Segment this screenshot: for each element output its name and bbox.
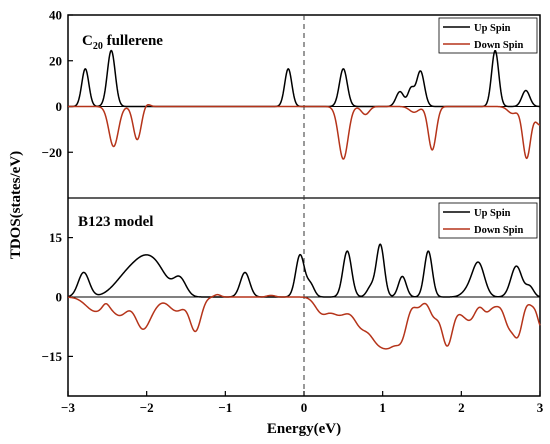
x-axis: −3 −2 −1 0 1 2 3 xyxy=(61,391,544,415)
panel-c20-fullerene: C20 fullerene Up Spin Down Spin −20 0 20 40 xyxy=(42,8,541,160)
y-tick-label: −20 xyxy=(42,145,62,160)
y-tick-label: 0 xyxy=(56,99,63,114)
x-tick-label: 2 xyxy=(458,400,465,415)
legend-label-down: Down Spin xyxy=(474,40,523,51)
x-axis-title: Energy(eV) xyxy=(267,421,341,437)
legend-box xyxy=(438,17,538,54)
legend-label-down: Down Spin xyxy=(474,225,523,236)
y-tick-label: 20 xyxy=(49,53,62,68)
legend-label-up: Up Spin xyxy=(474,208,511,219)
y-tick-label: 40 xyxy=(49,8,62,23)
y-tick-label: 0 xyxy=(56,290,63,305)
legend-box xyxy=(438,202,538,239)
x-tick-label: 0 xyxy=(301,400,308,415)
series-line-down-spin xyxy=(67,103,541,160)
panel-title-b123: B123 model xyxy=(78,214,153,230)
series-line-down-spin xyxy=(67,293,541,350)
legend-top: Up Spin Down Spin xyxy=(438,17,538,54)
y-tick-label: −15 xyxy=(42,349,63,364)
x-tick-label: −3 xyxy=(61,400,75,415)
x-tick-label: −1 xyxy=(218,400,232,415)
y-axis-title: TDOS(states/eV) xyxy=(8,151,24,259)
panel-title-c20: C20 fullerene xyxy=(82,33,163,52)
series-line-up-spin xyxy=(67,243,541,298)
x-tick-label: −2 xyxy=(140,400,154,415)
x-tick-label: 3 xyxy=(537,400,544,415)
x-tick-label: 1 xyxy=(379,400,386,415)
legend-label-up: Up Spin xyxy=(474,23,511,34)
y-tick-label: 15 xyxy=(49,230,63,245)
legend-bottom: Up Spin Down Spin xyxy=(438,202,538,239)
panel-b123-model: B123 model Up Spin Down Spin −15 0 15 xyxy=(42,202,541,364)
